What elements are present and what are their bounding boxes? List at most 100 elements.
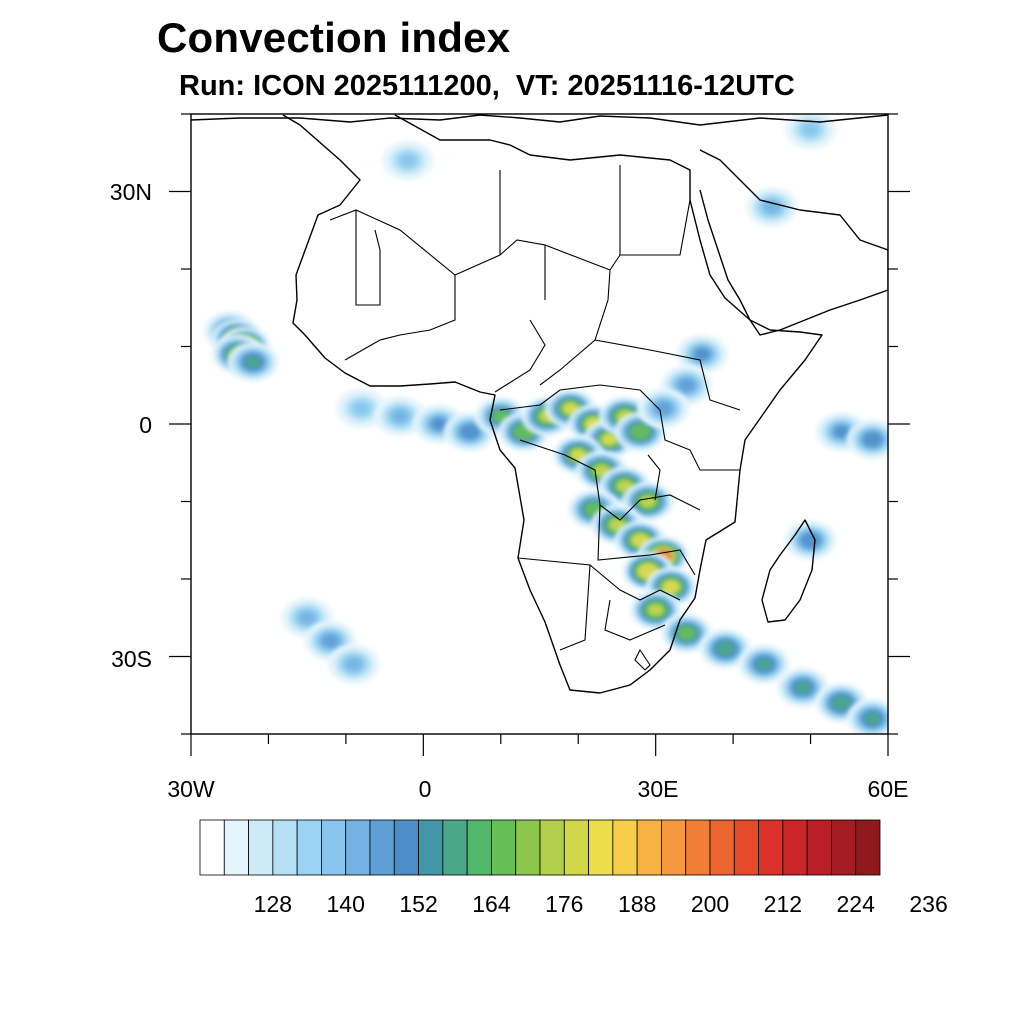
- coastlines: [191, 114, 888, 694]
- colorbar-tick-label: 140: [327, 891, 365, 917]
- colorbar-tick-labels: 128 140 152 164 176 188 200 212 224 236: [254, 891, 948, 917]
- convection-cell: [795, 681, 811, 694]
- convection-cell: [345, 658, 362, 671]
- colorbar-swatch: [831, 819, 857, 876]
- convection-cell: [864, 712, 881, 725]
- colorbar-swatch: [588, 819, 614, 876]
- madagascar-coastline: [761, 519, 816, 623]
- axis-ticks: [169, 113, 910, 756]
- border-line: [344, 275, 456, 361]
- convection-cell: [655, 402, 672, 415]
- convection-cell: [715, 641, 735, 657]
- convection-cell: [353, 402, 370, 415]
- lat-tick-label: 0: [139, 412, 152, 438]
- colorbar-swatch: [515, 819, 541, 876]
- colorbar-swatch: [442, 819, 468, 876]
- convection-cell: [832, 695, 851, 711]
- chart-title: Convection index: [157, 14, 511, 61]
- border-line: [604, 599, 666, 641]
- convection-cell: [629, 423, 651, 440]
- convection-cell: [392, 410, 408, 423]
- colorbar-tick-label: 236: [909, 891, 947, 917]
- convection-cell: [678, 379, 695, 392]
- convection-cell: [245, 356, 261, 368]
- convection-cell: [677, 626, 696, 641]
- convection-cell: [802, 123, 819, 136]
- lon-tick-label: 30W: [167, 776, 215, 802]
- colorbar-tick-label: 152: [399, 891, 437, 917]
- convection-cell: [647, 604, 664, 616]
- colorbar-tick-label: 176: [545, 891, 583, 917]
- europe-coastline: [191, 114, 888, 126]
- lat-labels: 30N 0 30S: [110, 179, 152, 672]
- border-line: [589, 564, 681, 601]
- border-line: [597, 504, 696, 576]
- colorbar-swatch: [223, 819, 249, 876]
- border-line: [517, 557, 591, 651]
- lon-labels: 30W 0 30E 60E: [167, 776, 908, 802]
- colorbar-tick-label: 224: [837, 891, 876, 917]
- colorbar-swatch: [345, 819, 371, 876]
- convection-cell: [400, 154, 416, 167]
- colorbar-tick-label: 188: [618, 891, 656, 917]
- border-line: [594, 339, 741, 411]
- convection-field: [203, 114, 888, 734]
- border-line: [659, 409, 740, 471]
- colorbar-swatch: [563, 819, 589, 876]
- arabia-coastline: [699, 149, 888, 336]
- border-line: [494, 319, 546, 393]
- colorbar-tick-label: 212: [764, 891, 802, 917]
- colorbar-swatch: [248, 819, 274, 876]
- colorbar-swatch: [539, 819, 565, 876]
- colorbar-swatch: [393, 819, 419, 876]
- country-borders: [329, 165, 741, 671]
- colorbar-swatch: [199, 819, 225, 876]
- border-line: [539, 269, 611, 386]
- colorbar-swatch: [709, 819, 735, 876]
- border-line: [519, 439, 701, 521]
- colorbar-swatch: [636, 819, 662, 876]
- colorbar-swatch: [661, 819, 687, 876]
- colorbar-swatch: [806, 819, 832, 876]
- colorbar-swatch: [296, 819, 322, 876]
- colorbar-swatch: [782, 819, 808, 876]
- convection-cell: [431, 418, 447, 430]
- colorbar-tick-label: 164: [472, 891, 511, 917]
- colorbar: [199, 819, 881, 876]
- colorbar-swatch: [466, 819, 492, 876]
- colorbar-swatch: [491, 819, 517, 876]
- convection-cell: [459, 424, 480, 440]
- colorbar-tick-label: 128: [254, 891, 292, 917]
- border-line: [329, 209, 546, 300]
- convection-cell: [299, 611, 315, 624]
- border-line: [499, 384, 661, 411]
- colorbar-swatch: [685, 819, 711, 876]
- colorbar-swatch: [855, 819, 881, 876]
- lon-tick-label: 0: [419, 776, 432, 802]
- colorbar-swatch: [321, 819, 347, 876]
- colorbar-swatch: [369, 819, 395, 876]
- colorbar-swatch: [758, 819, 784, 876]
- colorbar-swatch: [733, 819, 759, 876]
- border-line: [634, 648, 651, 671]
- convection-cell: [694, 348, 710, 361]
- convection-cell: [800, 532, 821, 548]
- convection-cell: [601, 433, 617, 446]
- border-line: [355, 210, 381, 306]
- colorbar-swatch: [612, 819, 638, 876]
- colorbar-swatch: [272, 819, 298, 876]
- convection-cell: [833, 425, 850, 438]
- convection-cell: [322, 635, 339, 647]
- border-line: [544, 199, 691, 271]
- lat-tick-label: 30N: [110, 179, 152, 205]
- lat-tick-label: 30S: [111, 646, 152, 672]
- convection-cell: [862, 431, 883, 448]
- colorbar-tick-label: 200: [691, 891, 729, 917]
- lon-tick-label: 60E: [868, 776, 909, 802]
- africa-coastline: [282, 114, 823, 694]
- lon-tick-label: 30E: [638, 776, 679, 802]
- chart-subtitle: Run: ICON 2025111200, VT: 20251116-12UTC: [179, 70, 795, 102]
- convection-cell: [756, 658, 772, 671]
- border-line: [647, 454, 661, 501]
